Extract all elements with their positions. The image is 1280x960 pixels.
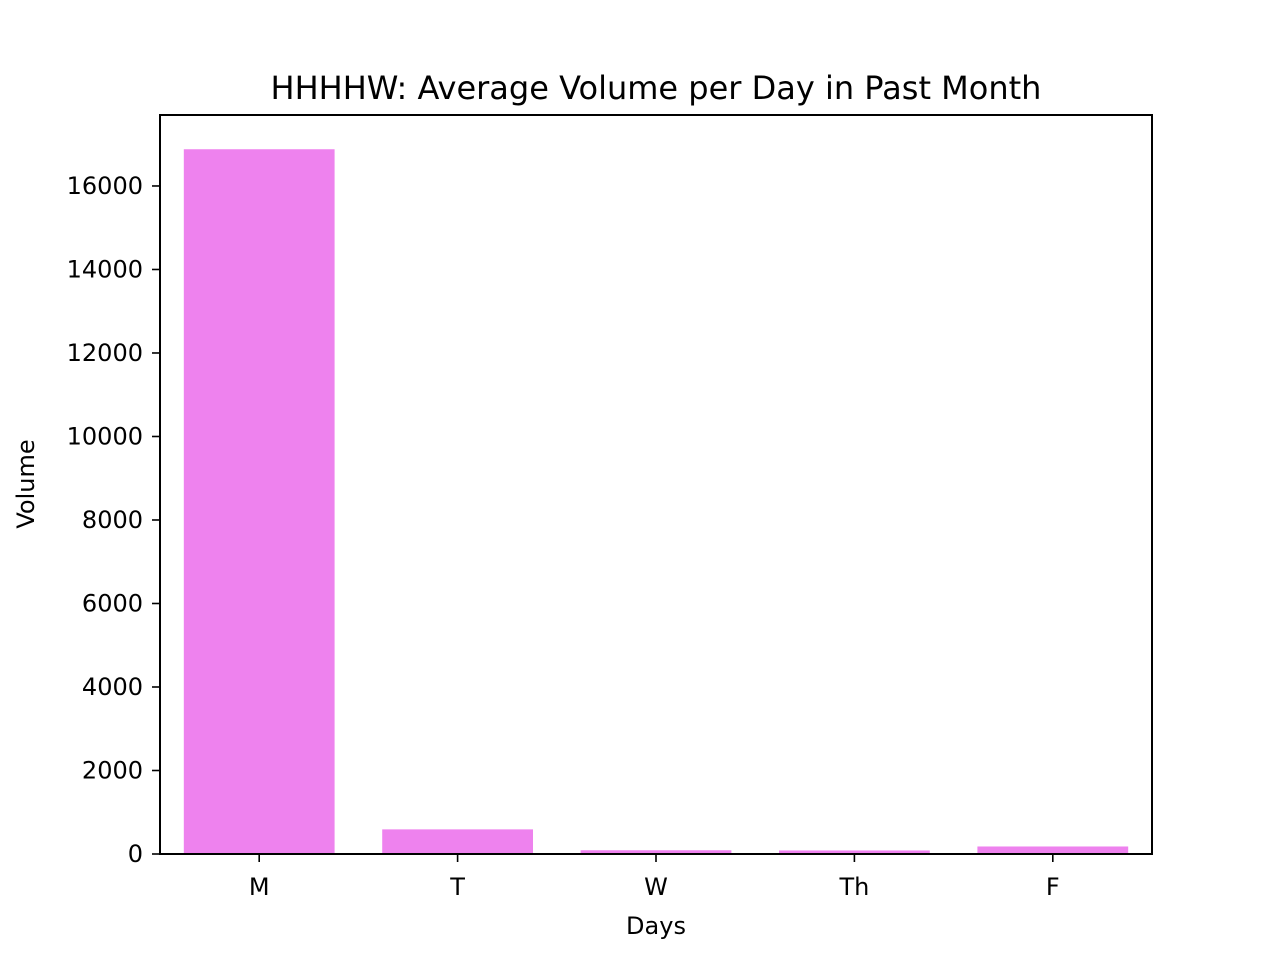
y-tick-label: 12000 xyxy=(67,339,143,367)
y-tick-label: 2000 xyxy=(82,756,143,784)
y-tick-label: 8000 xyxy=(82,506,143,534)
y-axis-ticks: 0 2000 4000 6000 8000 10000 12000 14000 16000 xyxy=(67,172,160,868)
y-axis-label: Volume xyxy=(12,439,40,528)
y-tick-label: 10000 xyxy=(67,422,143,450)
y-tick-label: 0 xyxy=(128,840,143,868)
y-tick-label: 6000 xyxy=(82,589,143,617)
plot-frame xyxy=(159,114,1153,855)
x-tick-label: Th xyxy=(838,873,869,901)
chart-title: HHHHW: Average Volume per Day in Past Mo… xyxy=(271,69,1042,107)
bar-th xyxy=(779,850,930,854)
y-tick-label: 4000 xyxy=(82,673,143,701)
x-axis-ticks: M T W Th F xyxy=(249,854,1060,901)
bar-m xyxy=(183,149,335,855)
bar-f xyxy=(977,846,1129,854)
bar-t xyxy=(382,829,533,854)
bars-group xyxy=(183,149,1129,855)
y-tick-label: 16000 xyxy=(67,172,143,200)
x-tick-label: W xyxy=(644,873,668,901)
x-axis-label: Days xyxy=(626,912,686,940)
x-tick-label: M xyxy=(249,873,270,901)
x-tick-label: F xyxy=(1046,873,1060,901)
bar-w xyxy=(580,850,732,854)
x-tick-label: T xyxy=(449,873,465,901)
y-tick-label: 14000 xyxy=(67,255,143,283)
